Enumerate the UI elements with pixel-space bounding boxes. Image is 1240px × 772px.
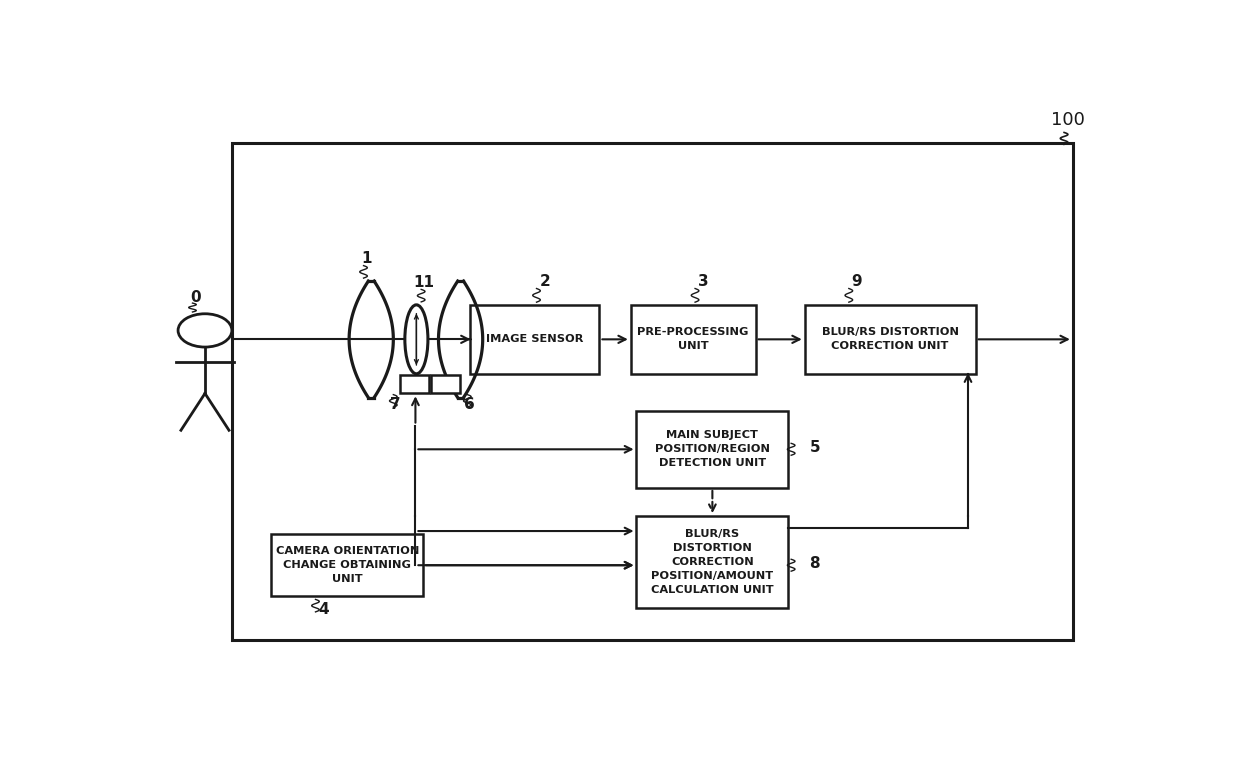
FancyBboxPatch shape [470,305,599,374]
FancyBboxPatch shape [401,375,429,393]
Text: 3: 3 [698,274,708,290]
Text: 0: 0 [190,290,201,305]
Text: 5: 5 [810,440,820,455]
Text: MAIN SUBJECT
POSITION/REGION
DETECTION UNIT: MAIN SUBJECT POSITION/REGION DETECTION U… [655,430,770,469]
Text: 1: 1 [361,251,372,266]
Text: BLUR/RS DISTORTION
CORRECTION UNIT: BLUR/RS DISTORTION CORRECTION UNIT [822,327,959,351]
Text: PRE-PROCESSING
UNIT: PRE-PROCESSING UNIT [637,327,749,351]
Text: 8: 8 [810,556,820,571]
Text: IMAGE SENSOR: IMAGE SENSOR [486,334,583,344]
Text: 9: 9 [852,274,862,290]
FancyBboxPatch shape [805,305,976,374]
FancyBboxPatch shape [636,411,789,488]
FancyBboxPatch shape [272,534,423,597]
Text: 2: 2 [539,274,551,290]
FancyBboxPatch shape [636,516,789,608]
Text: 7: 7 [391,398,401,412]
FancyBboxPatch shape [430,375,460,393]
Text: 4: 4 [319,602,329,618]
Text: BLUR/RS
DISTORTION
CORRECTION
POSITION/AMOUNT
CALCULATION UNIT: BLUR/RS DISTORTION CORRECTION POSITION/A… [651,530,774,595]
Text: 11: 11 [414,275,434,290]
Ellipse shape [404,305,428,374]
Text: 100: 100 [1052,111,1085,130]
FancyBboxPatch shape [631,305,755,374]
Text: CAMERA ORIENTATION
CHANGE OBTAINING
UNIT: CAMERA ORIENTATION CHANGE OBTAINING UNIT [275,547,419,584]
Text: 6: 6 [465,398,475,412]
